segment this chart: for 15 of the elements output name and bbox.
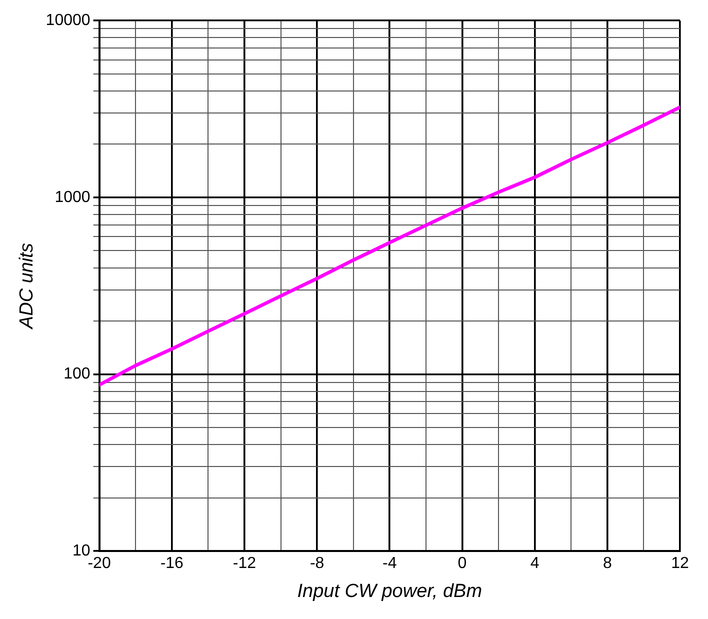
y-tick-label: 100	[64, 366, 90, 383]
x-tick-label: -20	[88, 555, 111, 572]
y-tick-label: 10000	[46, 12, 90, 30]
y-tick-label: 10	[72, 542, 90, 560]
y-axis-title: ADC units	[16, 242, 38, 330]
x-tick-label: -8	[310, 555, 324, 572]
y-tick-label: 1000	[54, 188, 90, 206]
x-tick-label: -4	[382, 555, 397, 572]
x-tick-label: 4	[530, 555, 540, 572]
x-tick-label: -12	[232, 555, 256, 572]
x-tick-label: -16	[160, 555, 184, 572]
x-tick-label: 8	[602, 555, 612, 572]
x-axis-title: Input CW power, dBm	[297, 580, 482, 602]
x-tick-label: 0	[458, 555, 467, 572]
x-tick-label: 12	[671, 555, 689, 572]
